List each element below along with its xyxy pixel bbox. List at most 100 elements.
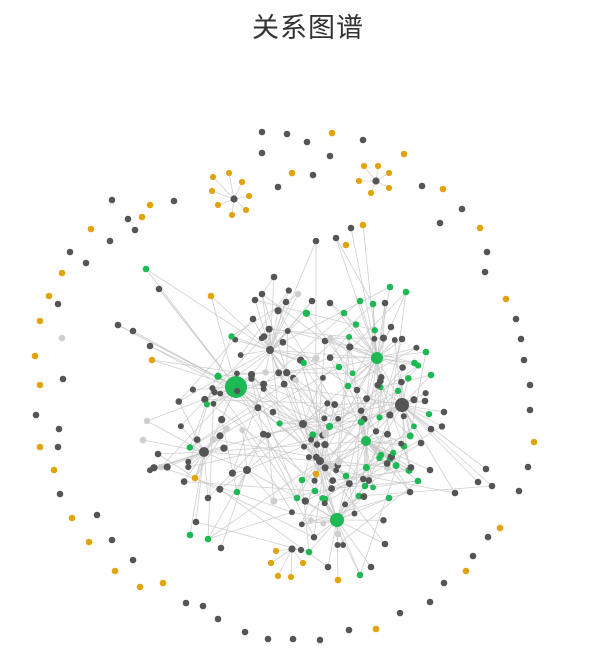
graph-node[interactable] bbox=[177, 423, 184, 430]
cluster-leaf-node[interactable] bbox=[208, 187, 216, 195]
graph-node[interactable] bbox=[237, 352, 244, 359]
graph-node[interactable] bbox=[333, 467, 340, 474]
isolated-node[interactable] bbox=[502, 295, 510, 303]
graph-node[interactable] bbox=[276, 420, 283, 427]
isolated-node[interactable] bbox=[159, 579, 167, 587]
isolated-node[interactable] bbox=[129, 556, 137, 564]
graph-node[interactable] bbox=[371, 335, 378, 342]
graph-node[interactable] bbox=[331, 401, 339, 409]
isolated-node[interactable] bbox=[524, 463, 532, 471]
graph-node[interactable] bbox=[334, 576, 342, 584]
isolated-node[interactable] bbox=[289, 635, 297, 643]
graph-node[interactable] bbox=[155, 285, 163, 293]
graph-node[interactable] bbox=[228, 333, 235, 340]
graph-node[interactable] bbox=[214, 372, 222, 381]
graph-node[interactable] bbox=[147, 467, 153, 474]
graph-node[interactable] bbox=[262, 369, 269, 376]
graph-node[interactable] bbox=[413, 344, 420, 351]
graph-node[interactable] bbox=[381, 540, 389, 548]
isolated-node[interactable] bbox=[82, 259, 90, 267]
graph-node[interactable] bbox=[414, 477, 422, 485]
cluster-leaf-node[interactable] bbox=[355, 177, 363, 185]
graph-node[interactable] bbox=[312, 453, 320, 461]
graph-node[interactable] bbox=[216, 432, 224, 440]
graph-node[interactable] bbox=[308, 436, 315, 443]
hub-node[interactable] bbox=[199, 447, 209, 457]
isolated-node[interactable] bbox=[530, 438, 538, 446]
graph-node[interactable] bbox=[340, 542, 347, 548]
hub-node[interactable] bbox=[395, 398, 409, 412]
graph-node[interactable] bbox=[210, 400, 217, 407]
cluster-leaf-node[interactable] bbox=[287, 573, 295, 581]
graph-node[interactable] bbox=[186, 531, 194, 539]
isolated-node[interactable] bbox=[309, 171, 317, 179]
isolated-node[interactable] bbox=[58, 269, 66, 277]
graph-node[interactable] bbox=[451, 489, 459, 497]
isolated-node[interactable] bbox=[274, 183, 282, 191]
graph-node[interactable] bbox=[254, 404, 262, 412]
graph-node[interactable] bbox=[325, 422, 334, 431]
isolated-node[interactable] bbox=[68, 514, 76, 522]
graph-node[interactable] bbox=[353, 386, 361, 394]
graph-node[interactable] bbox=[417, 439, 425, 447]
graph-node[interactable] bbox=[356, 571, 364, 579]
cluster-leaf-node[interactable] bbox=[385, 169, 393, 177]
graph-node[interactable] bbox=[386, 283, 394, 291]
graph-node[interactable] bbox=[427, 371, 435, 379]
cluster-leaf-node[interactable] bbox=[267, 559, 275, 567]
hub-node[interactable] bbox=[299, 420, 307, 428]
graph-node[interactable] bbox=[385, 494, 393, 502]
graph-node[interactable] bbox=[422, 390, 429, 397]
isolated-node[interactable] bbox=[85, 538, 93, 546]
graph-node[interactable] bbox=[332, 234, 340, 242]
graph-node[interactable] bbox=[411, 423, 417, 430]
isolated-node[interactable] bbox=[87, 225, 95, 233]
cluster-leaf-node[interactable] bbox=[245, 192, 253, 200]
graph-node[interactable] bbox=[422, 348, 430, 356]
graph-node[interactable] bbox=[251, 296, 259, 304]
hub-node[interactable] bbox=[243, 466, 251, 474]
graph-node[interactable] bbox=[345, 480, 353, 487]
isolated-node[interactable] bbox=[288, 169, 296, 177]
isolated-node[interactable] bbox=[517, 335, 525, 343]
cluster-leaf-node[interactable] bbox=[374, 162, 382, 170]
graph-node[interactable] bbox=[228, 469, 236, 477]
graph-node[interactable] bbox=[312, 354, 320, 363]
graph-node[interactable] bbox=[220, 444, 228, 452]
hub-node[interactable] bbox=[266, 346, 274, 354]
graph-node[interactable] bbox=[383, 460, 391, 467]
graph-node[interactable] bbox=[376, 414, 383, 421]
graph-node[interactable] bbox=[216, 485, 224, 493]
graph-node[interactable] bbox=[157, 463, 165, 471]
graph-node[interactable] bbox=[474, 478, 482, 486]
graph-node[interactable] bbox=[340, 309, 348, 317]
isolated-node[interactable] bbox=[36, 381, 44, 389]
graph-node[interactable] bbox=[410, 396, 418, 404]
graph-node[interactable] bbox=[265, 325, 273, 333]
graph-node[interactable] bbox=[347, 224, 355, 232]
cluster-leaf-node[interactable] bbox=[238, 178, 246, 186]
isolated-node[interactable] bbox=[342, 241, 350, 249]
graph-node[interactable] bbox=[404, 374, 412, 382]
isolated-node[interactable] bbox=[481, 268, 489, 276]
isolated-node[interactable] bbox=[372, 625, 380, 633]
graph-node[interactable] bbox=[175, 398, 183, 405]
graph-node[interactable] bbox=[369, 300, 377, 308]
hub-node[interactable] bbox=[371, 352, 383, 364]
graph-node[interactable] bbox=[321, 500, 328, 507]
graph-node[interactable] bbox=[312, 470, 320, 478]
graph-node[interactable] bbox=[427, 425, 435, 433]
graph-node[interactable] bbox=[249, 315, 257, 323]
graph-node[interactable] bbox=[217, 390, 224, 397]
graph-node[interactable] bbox=[192, 518, 200, 526]
graph-node[interactable] bbox=[313, 441, 321, 448]
graph-node[interactable] bbox=[411, 359, 418, 367]
graph-node[interactable] bbox=[488, 482, 496, 490]
graph-node[interactable] bbox=[185, 458, 192, 465]
hub-node[interactable] bbox=[330, 513, 344, 527]
graph-node[interactable] bbox=[367, 563, 375, 571]
graph-node[interactable] bbox=[310, 533, 318, 541]
cluster-leaf-node[interactable] bbox=[274, 572, 282, 580]
graph-node[interactable] bbox=[328, 485, 335, 492]
